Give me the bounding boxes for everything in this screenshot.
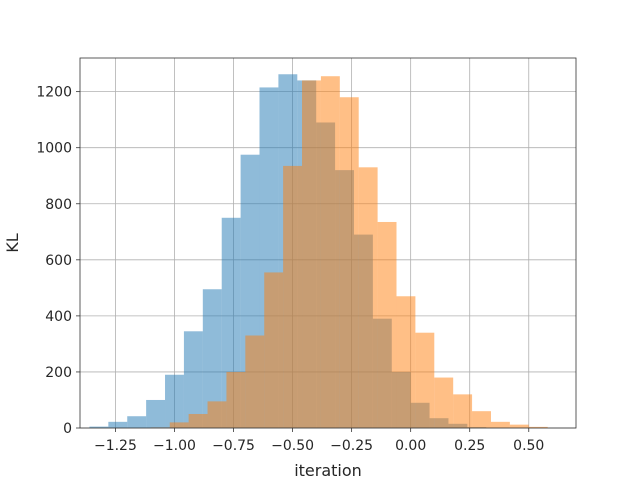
y-axis-label: KL: [3, 233, 22, 252]
histogram-bar-series-2: [320, 76, 340, 428]
y-tick-label: 1200: [36, 85, 72, 101]
histogram-bar-series-1: [183, 331, 203, 428]
x-tick-label: −0.25: [330, 438, 373, 454]
histogram-bar-series-2: [509, 424, 529, 428]
histogram-bars: [89, 74, 548, 429]
y-tick-label: 400: [45, 309, 72, 325]
x-axis-label: iteration: [294, 461, 362, 480]
histogram-bar-series-2: [490, 421, 510, 428]
x-tick-label: −1.25: [94, 438, 137, 454]
y-tick-label: 600: [45, 253, 72, 269]
histogram-bar-series-1: [108, 421, 128, 428]
y-tick-label: 200: [45, 365, 72, 381]
histogram-bar-series-1: [202, 289, 222, 428]
x-tick-label: 0.00: [395, 438, 426, 454]
histogram-bar-series-2: [415, 332, 435, 428]
histogram-bar-series-1: [146, 399, 166, 428]
histogram-bar-series-2: [207, 401, 227, 428]
histogram-bar-series-2: [283, 165, 303, 428]
histogram-bar-series-2: [169, 422, 189, 428]
histogram-bar-series-2: [396, 296, 416, 428]
y-tick-label: 1000: [36, 141, 72, 157]
histogram-bar-series-2: [226, 371, 246, 428]
histogram-bar-series-2: [377, 221, 397, 428]
histogram-bar-series-2: [434, 377, 454, 428]
x-tick-label: −1.00: [153, 438, 196, 454]
histogram-bar-series-2: [472, 411, 491, 428]
x-tick-label: 0.25: [454, 438, 485, 454]
histogram-bar-series-2: [302, 80, 321, 428]
histogram-bar-series-2: [453, 394, 473, 428]
histogram-bar-series-1: [127, 416, 147, 428]
histogram-bar-series-2: [188, 413, 208, 428]
x-tick-label: −0.75: [212, 438, 255, 454]
histogram-bar-series-2: [358, 167, 378, 428]
x-tick-label: 0.50: [513, 438, 544, 454]
y-tick-label: 800: [45, 197, 72, 213]
histogram-bar-series-2: [339, 97, 359, 428]
y-axis-ticks: 0 200 400 600 800 1000 1200: [36, 85, 80, 437]
x-axis-ticks: −1.25 −1.00 −0.75 −0.50 −0.25 0.00 0.25 0.50: [94, 428, 544, 454]
histogram-bar-series-2: [264, 272, 284, 428]
plot-frame: [79, 57, 577, 429]
x-tick-label: −0.50: [271, 438, 314, 454]
histogram-bar-series-1: [165, 374, 184, 428]
histogram-bar-series-2: [528, 426, 548, 428]
histogram-bar-series-2: [245, 335, 265, 428]
y-tick-label: 0: [63, 421, 72, 437]
histogram-bar-series-1: [89, 426, 109, 428]
